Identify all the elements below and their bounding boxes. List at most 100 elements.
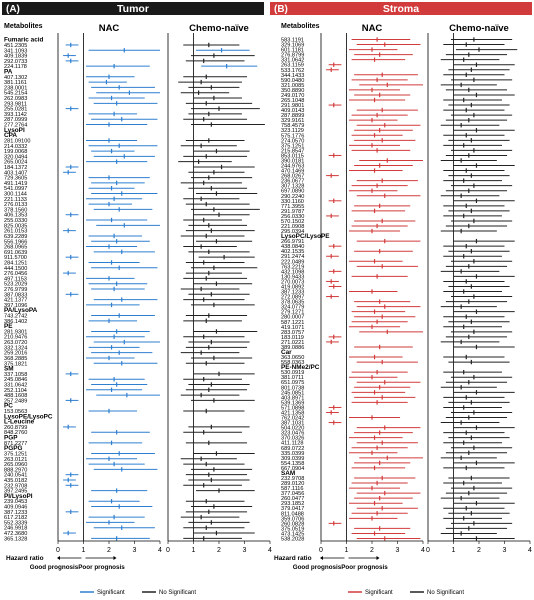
metabolite-label: 375.1251 [281,143,304,149]
metabolite-label: 403.1407 [4,170,27,176]
arrowhead-poor-prognosis [113,556,117,560]
metabolite-label: 337.1058 [4,372,27,378]
metabolite-label: 183.0119 [281,335,304,341]
metabolite-label: 651.0975 [281,380,304,386]
x-tick-label-nac: 0 [56,547,60,554]
metabolite-label: 403.8971 [281,395,304,401]
arrowhead-good-prognosis [57,556,60,560]
metabolite-label: 262.0983 [4,96,27,102]
metabolite-label: 697.0890 [281,189,304,195]
legend-label-significant: Significant [97,590,125,596]
metabolite-label: 617.2182 [4,515,27,521]
metabolite-label: 407.1302 [4,75,27,81]
metabolite-label: 255.0330 [4,218,27,224]
metabolite-label: 276.9799 [4,287,27,293]
metabolite-label: 444.1500 [4,266,27,272]
metabolite-label: 729.3605 [4,176,27,182]
metabolite-label: 283.0757 [281,330,304,336]
metabolite-label: 309.0399 [281,456,304,462]
metabolite-label: 276.0456 [4,271,27,277]
metabolite-label: 153.0563 [4,409,27,415]
metabolite-label: 246.9918 [4,526,27,532]
metabolite-label: 853.0115 [281,153,304,159]
metabolite-label: 272.0897 [281,295,304,301]
metabolite-label: 539.1369 [281,400,304,406]
metabolite-label: 276.8799 [281,53,304,59]
metabolite-label: 397.1096 [4,303,27,309]
arrowhead-poor-prognosis [376,556,380,560]
metabolite-label: 215.8547 [281,148,304,154]
metabolite-label: 222.0489 [281,259,304,265]
metabolite-label: 265.1048 [281,98,304,104]
metabolite-label: 406.1353 [4,213,27,219]
metabolite-label: 575.1776 [281,133,304,139]
metabolite-label: 379.0417 [281,506,304,512]
x-tick-label-chemo-naive: 1 [452,547,456,554]
metabolite-label: 323.0476 [281,431,304,437]
metabolite-label: 287.0999 [4,117,27,123]
metabolite-label: 911.5700 [4,255,27,261]
metabolite-label: 491.1419 [4,181,27,187]
metabolite-label: 473.1425 [281,531,304,537]
metabolite-group-label: PE [4,323,13,330]
metabolite-group-label: PA [4,68,13,75]
metabolite-label: 236.0677 [281,179,304,185]
metabolite-label: 240.0541 [4,473,27,479]
x-tick-label-nac: 4 [421,547,425,554]
metabolite-label: 300.1144 [4,192,27,198]
metabolite-label: 271.0221 [281,340,304,346]
x-tick-label-chemo-naive: 1 [192,547,196,554]
metabolite-label: 329.9161 [281,118,304,124]
metabolite-label: 244.9763 [281,164,304,170]
metabolite-label: 386.1402 [4,319,27,325]
metabolite-group-label: PE-NMe2/PC [281,364,320,371]
metabolite-label: 743.2742 [4,314,27,320]
subplot-title-chemo-naive: Chemo-naïve [449,23,509,34]
metabolite-label: 387.1233 [4,510,27,516]
panel-label: (B) [274,4,288,15]
metabolite-group-label: Fumaric acid [4,37,44,44]
legend-label-no-significant: No Significant [159,590,196,596]
metabolite-label: 378.1560 [4,207,27,213]
panel-header-bar [270,2,532,15]
metabolite-label: 307.1328 [281,184,304,190]
metabolite-label: 221.0908 [281,224,304,230]
metabolite-label: 409.0946 [4,505,27,511]
metabolite-label: 321.0085 [281,83,304,89]
metabolite-label: 811.0488 [281,511,304,517]
metabolite-label: 762.0242 [281,416,304,422]
x-tick-label-chemo-naive: 2 [477,547,481,554]
column-header-metabolites: Metabolites [281,23,320,30]
metabolite-label: 259.2016 [4,351,27,357]
x-tick-label-nac: 4 [158,547,162,554]
metabolite-label: 377.0456 [281,491,304,497]
metabolite-label: 287.8899 [281,113,304,119]
metabolite-label: 409.1839 [4,54,27,60]
metabolite-label: 387.0833 [4,292,27,298]
metabolite-label: 255.0281 [4,107,27,113]
metabolite-label: 329.1069 [281,43,304,49]
metabolite-label: 279.1271 [281,310,304,316]
metabolite-label: 538.2028 [281,536,304,542]
metabolite-label: 330.1160 [281,199,304,205]
metabolite-label: 295.0394 [281,229,304,235]
x-tick-label-chemo-naive: 4 [268,547,272,554]
metabolite-label: 232.9708 [281,476,304,482]
metabolite-label: 256.0330 [281,214,304,220]
metabolite-label: 381.0711 [281,375,304,381]
metabolite-label: 350.8890 [281,88,304,94]
metabolite-group-label: L-Leucine [4,419,35,426]
metabolite-label: 291.9787 [281,209,304,215]
metabolite-label: 292.0733 [4,59,27,65]
metabolite-label: 390.0181 [281,158,304,164]
metabolite-label: 276.0133 [4,202,27,208]
x-axis-label: Hazard ratio [274,555,312,562]
metabolite-label: 130.9433 [281,274,304,280]
metabolite-label: 402.1535 [281,249,304,255]
metabolite-label: 289.0120 [281,481,304,487]
metabolite-label: 409.0143 [281,108,304,114]
metabolite-label: 344.1433 [281,73,304,79]
metabolite-label: 260.0477 [281,496,304,502]
